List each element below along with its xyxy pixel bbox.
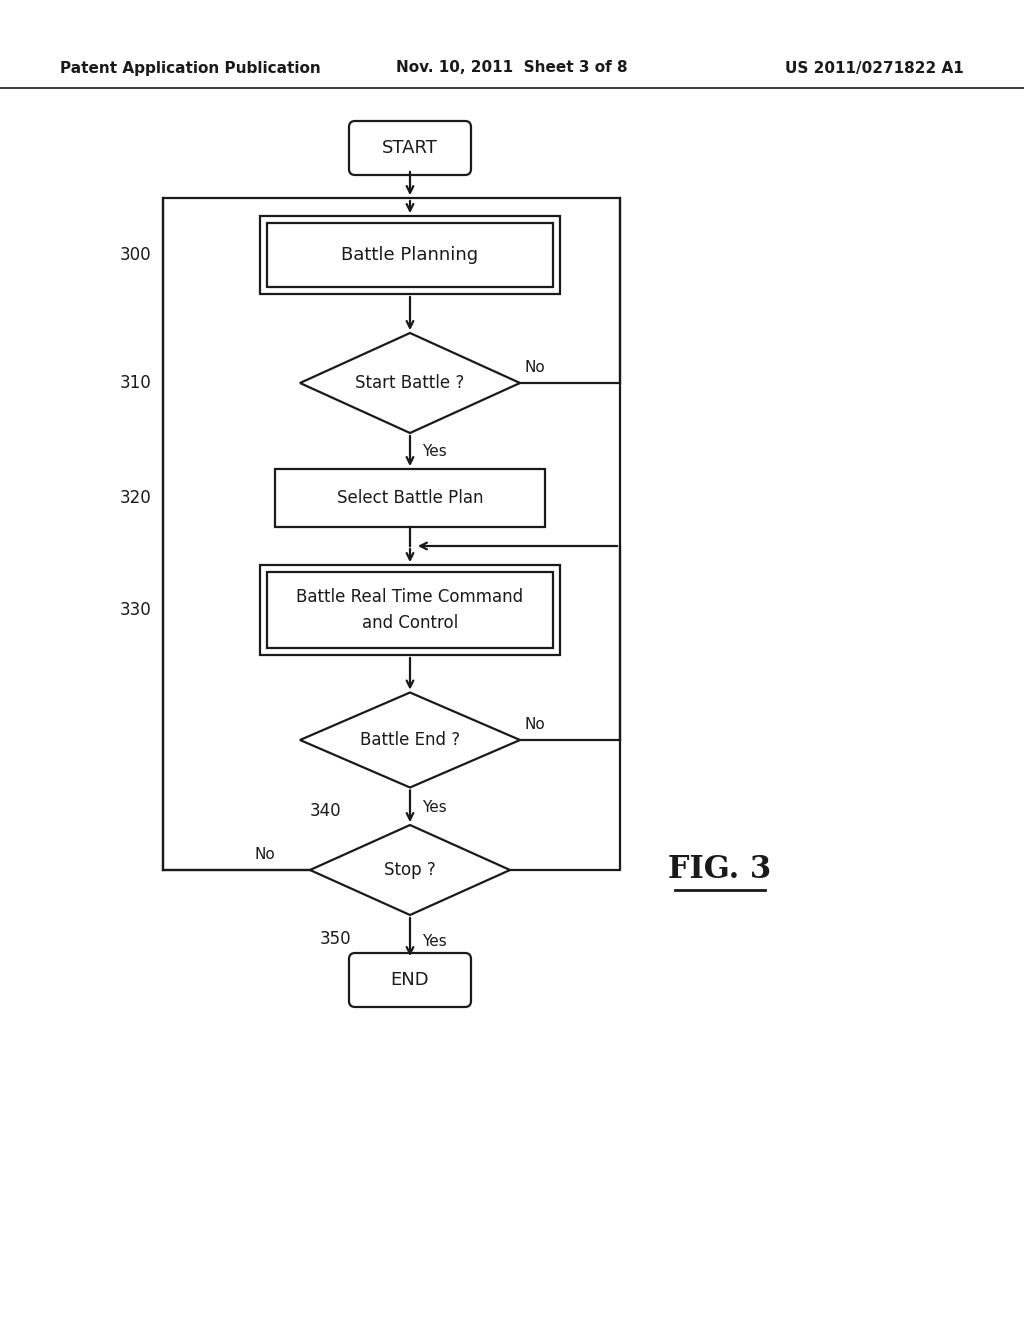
FancyBboxPatch shape [349,953,471,1007]
Text: Yes: Yes [422,800,446,814]
Polygon shape [300,333,520,433]
Text: 340: 340 [310,803,342,821]
Text: Nov. 10, 2011  Sheet 3 of 8: Nov. 10, 2011 Sheet 3 of 8 [396,61,628,75]
Text: 350: 350 [319,931,351,948]
Bar [260,216,560,294]
Text: Start Battle ?: Start Battle ? [355,374,465,392]
Text: Patent Application Publication: Patent Application Publication [60,61,321,75]
Text: 320: 320 [119,488,151,507]
Bar [267,223,553,286]
Text: 300: 300 [120,246,151,264]
Text: Battle Real Time Command
and Control: Battle Real Time Command and Control [296,587,523,632]
Text: US 2011/0271822 A1: US 2011/0271822 A1 [785,61,964,75]
Text: Battle Planning: Battle Planning [341,246,478,264]
Text: END: END [391,972,429,989]
Polygon shape [310,825,510,915]
Text: Stop ?: Stop ? [384,861,436,879]
Polygon shape [300,693,520,788]
Text: Yes: Yes [422,935,446,949]
Text: No: No [254,847,275,862]
Text: No: No [525,717,546,733]
Bar [260,565,560,655]
Bar [275,469,545,527]
Bar [163,198,620,870]
Bar [267,572,553,648]
Text: Select Battle Plan: Select Battle Plan [337,488,483,507]
Text: No: No [525,360,546,375]
Text: 330: 330 [119,601,151,619]
FancyBboxPatch shape [349,121,471,176]
Text: FIG. 3: FIG. 3 [669,854,772,886]
Text: Battle End ?: Battle End ? [360,731,460,748]
Text: 310: 310 [119,374,151,392]
Text: START: START [382,139,438,157]
Text: Yes: Yes [422,444,446,459]
